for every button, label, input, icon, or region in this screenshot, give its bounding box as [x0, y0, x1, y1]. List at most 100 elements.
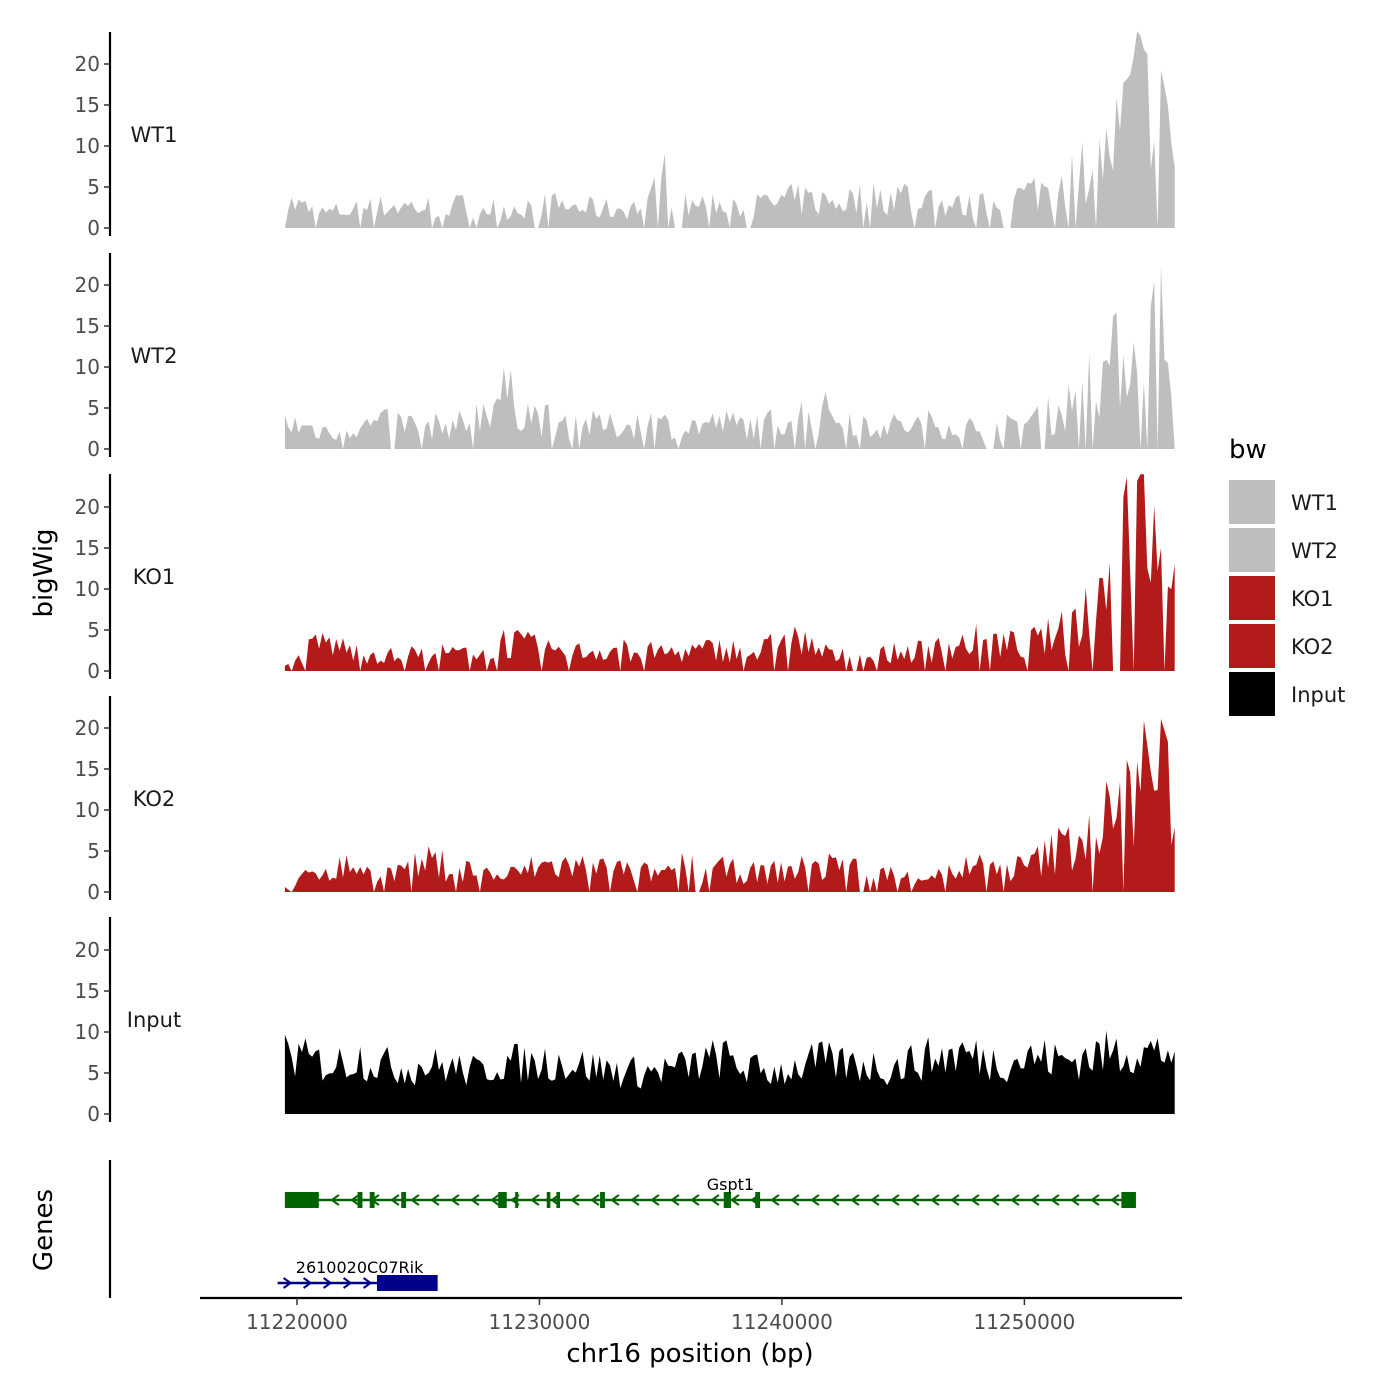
strand-arrow [283, 1277, 293, 1289]
gene-exon [377, 1275, 438, 1291]
legend: bw WT1 WT2 KO1 KO2 Input [1229, 435, 1345, 716]
strand-arrow [390, 1194, 400, 1206]
gene-exon [600, 1192, 605, 1208]
legend-label-input: Input [1291, 683, 1345, 707]
y-tick-label: 10 [75, 798, 100, 822]
gene-exon [401, 1192, 407, 1208]
y-tick-label: 5 [87, 396, 100, 420]
y-tick-label: 20 [75, 938, 100, 962]
strand-arrow [1070, 1194, 1080, 1206]
y-axis-title: bigWig [29, 528, 59, 617]
legend-label-ko1: KO1 [1291, 587, 1334, 611]
gene-exon [1121, 1192, 1136, 1208]
y-tick-label: 20 [75, 495, 100, 519]
genes-track-title: Genes [29, 1189, 59, 1271]
y-tick-label: 20 [75, 273, 100, 297]
x-tick-label: 11230000 [489, 1310, 591, 1334]
gene-2610020c07rik: 2610020C07Rik [277, 1258, 438, 1291]
strand-arrow [610, 1194, 620, 1206]
track-label-wt1: WT1 [131, 123, 178, 147]
track-label-ko2: KO2 [133, 787, 176, 811]
strand-arrow [1010, 1194, 1020, 1206]
gene-exon [357, 1192, 363, 1208]
track-ko1: 0 5 10 15 20 KO1 [75, 474, 1175, 683]
strand-arrow [410, 1194, 420, 1206]
strand-arrow [730, 1194, 740, 1206]
gene-exon [515, 1192, 519, 1208]
strand-arrow [810, 1194, 820, 1206]
legend-key-ko2 [1229, 624, 1275, 668]
genes-panel: Gspt1 2610020C07Rik [108, 1160, 1136, 1298]
x-tick-label: 11220000 [246, 1310, 348, 1334]
strand-arrow [430, 1194, 440, 1206]
strand-arrow [970, 1194, 980, 1206]
strand-arrow [570, 1194, 580, 1206]
strand-arrow [890, 1194, 900, 1206]
track-wt2: 0 5 10 15 20 WT2 [75, 253, 1175, 461]
y-tick-label: 10 [75, 1020, 100, 1044]
strand-arrow [1050, 1194, 1060, 1206]
strand-arrow [670, 1194, 680, 1206]
legend-label-ko2: KO2 [1291, 635, 1334, 659]
strand-arrow [1030, 1194, 1040, 1206]
y-tick-label: 20 [75, 716, 100, 740]
y-tick-label: 5 [87, 839, 100, 863]
strand-arrow [690, 1194, 700, 1206]
strand-arrow [630, 1194, 640, 1206]
legend-key-wt2 [1229, 528, 1275, 572]
strand-arrow [650, 1194, 660, 1206]
gene-exon [723, 1192, 732, 1208]
y-tick-label: 0 [87, 880, 100, 904]
area-input [284, 1030, 1175, 1114]
y-tick-label: 5 [87, 618, 100, 642]
strand-arrow [990, 1194, 1000, 1206]
strand-arrow [530, 1194, 540, 1206]
strand-arrow [450, 1194, 460, 1206]
strand-arrow [870, 1194, 880, 1206]
y-tick-label: 10 [75, 355, 100, 379]
x-tick-label: 11250000 [973, 1310, 1075, 1334]
track-label-wt2: WT2 [131, 344, 178, 368]
gene-exon [556, 1192, 561, 1208]
strand-arrow [363, 1277, 373, 1289]
strand-arrow [830, 1194, 840, 1206]
track-ko2: 0 5 10 15 20 KO2 [75, 696, 1175, 904]
strand-arrow [350, 1194, 360, 1206]
y-tick-label: 0 [87, 216, 100, 240]
area-ko2 [284, 718, 1175, 892]
strand-arrow [590, 1194, 600, 1206]
gene-name-label: 2610020C07Rik [296, 1258, 424, 1277]
gene-exon [498, 1192, 507, 1208]
legend-key-wt1 [1229, 480, 1275, 524]
strand-arrow [323, 1277, 333, 1289]
area-ko1 [284, 474, 1175, 671]
strand-arrow [790, 1194, 800, 1206]
strand-arrow [330, 1194, 340, 1206]
track-wt1: 0 5 10 15 20 WT1 [75, 31, 1175, 240]
track-input: 0 5 10 15 20 Input [75, 917, 1175, 1126]
y-tick-label: 0 [87, 659, 100, 683]
y-tick-label: 15 [75, 536, 100, 560]
legend-key-ko1 [1229, 576, 1275, 620]
strand-arrow [910, 1194, 920, 1206]
y-tick-label: 5 [87, 1061, 100, 1085]
gene-exon [284, 1192, 319, 1208]
strand-arrow [1110, 1194, 1120, 1206]
y-tick-label: 0 [87, 1102, 100, 1126]
strand-arrow [343, 1277, 353, 1289]
legend-label-wt2: WT2 [1291, 539, 1338, 563]
legend-title: bw [1229, 435, 1267, 465]
y-tick-label: 5 [87, 175, 100, 199]
x-tick-label: 11240000 [731, 1310, 833, 1334]
strand-arrow [1090, 1194, 1100, 1206]
y-tick-label: 10 [75, 134, 100, 158]
area-wt1 [284, 31, 1175, 229]
y-tick-label: 15 [75, 314, 100, 338]
area-wt2 [284, 266, 1175, 449]
x-axis: 11220000 11230000 11240000 11250000 [200, 1296, 1182, 1334]
y-tick-label: 15 [75, 979, 100, 1003]
strand-arrow [303, 1277, 313, 1289]
gene-exon [369, 1192, 375, 1208]
x-axis-title: chr16 position (bp) [566, 1339, 813, 1369]
